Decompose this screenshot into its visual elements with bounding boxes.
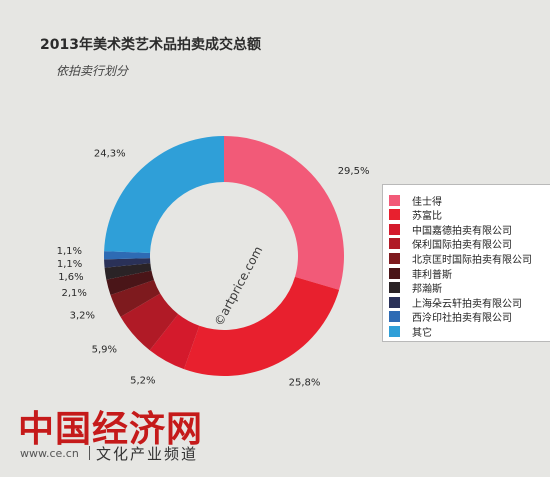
donut-slice xyxy=(110,280,161,317)
footer-divider xyxy=(89,446,90,460)
legend-label: 邦瀚斯 xyxy=(412,284,442,296)
donut-slice xyxy=(183,276,340,376)
legend-label: 中国嘉德拍卖有限公司 xyxy=(412,225,512,237)
legend-label: 佳士得 xyxy=(412,196,442,208)
donut-slice xyxy=(104,258,151,268)
slice-value-label: 3,2% xyxy=(70,310,95,321)
donut-slice xyxy=(104,263,152,280)
section-name: 文化产业频道 xyxy=(96,445,199,463)
legend-swatch xyxy=(389,238,400,250)
legend-label: 上海朵云轩拍卖有限公司 xyxy=(412,298,522,310)
slice-value-label: 1,1% xyxy=(57,259,82,270)
donut-slice xyxy=(104,136,224,253)
legend-label: 菲利普斯 xyxy=(412,269,452,281)
legend-item: 上海朵云轩拍卖有限公司 xyxy=(389,295,522,310)
site-logo: 中国经济网 xyxy=(18,408,204,450)
legend-item: 北京匡时国际拍卖有限公司 xyxy=(389,251,532,266)
legend-swatch xyxy=(389,267,400,279)
legend-label: 北京匡时国际拍卖有限公司 xyxy=(412,254,532,266)
legend-swatch xyxy=(389,311,400,323)
legend-label: 西泠印社拍卖有限公司 xyxy=(412,313,512,325)
slice-value-label: 29,5% xyxy=(338,166,370,177)
donut-slice xyxy=(120,293,179,351)
legend-item: 西泠印社拍卖有限公司 xyxy=(389,310,512,324)
legend-item: 保利国际拍卖有限公司 xyxy=(389,237,512,251)
legend-item: 苏富比 xyxy=(389,208,442,222)
legend-item: 邦瀚斯 xyxy=(389,281,442,295)
legend-label: 苏富比 xyxy=(412,211,442,223)
chart-title: 2013年美术类艺术品拍卖成交总额 xyxy=(40,37,261,53)
legend-swatch xyxy=(389,296,400,308)
legend-swatch xyxy=(389,209,400,221)
slice-value-label: 24,3% xyxy=(94,149,126,160)
slice-value-label: 1,6% xyxy=(58,272,83,283)
legend-swatch xyxy=(389,194,400,206)
slice-value-label: 1,1% xyxy=(57,246,82,257)
donut-slice xyxy=(106,270,155,295)
donut-slice xyxy=(104,251,151,260)
legend-swatch xyxy=(389,325,400,337)
chart-subtitle: 依拍卖行划分 xyxy=(56,64,129,78)
legend-swatch xyxy=(389,252,400,264)
slice-value-label: 5,2% xyxy=(130,375,155,386)
slice-value-label: 2,1% xyxy=(61,288,86,299)
legend-swatch xyxy=(389,282,400,294)
donut-slice xyxy=(149,314,200,370)
chart-watermark: ©artprice.com xyxy=(212,244,266,329)
donut-slice xyxy=(224,136,344,290)
legend-swatch xyxy=(389,223,400,235)
slice-value-label: 25,8% xyxy=(289,378,321,389)
legend-item: 中国嘉德拍卖有限公司 xyxy=(389,222,512,237)
legend-item: 佳士得 xyxy=(389,193,442,208)
legend-label: 保利国际拍卖有限公司 xyxy=(412,240,512,252)
site-url: www.ce.cn xyxy=(20,447,79,460)
legend-label: 其它 xyxy=(412,327,432,339)
chart-legend: 佳士得苏富比中国嘉德拍卖有限公司 保利国际拍卖有限公司北京匡时国际拍卖有限公司 菲利… xyxy=(382,184,550,342)
legend-item: 其它 xyxy=(389,324,432,339)
slice-value-label: 5,9% xyxy=(92,344,117,355)
legend-item: 菲利普斯 xyxy=(389,266,452,281)
